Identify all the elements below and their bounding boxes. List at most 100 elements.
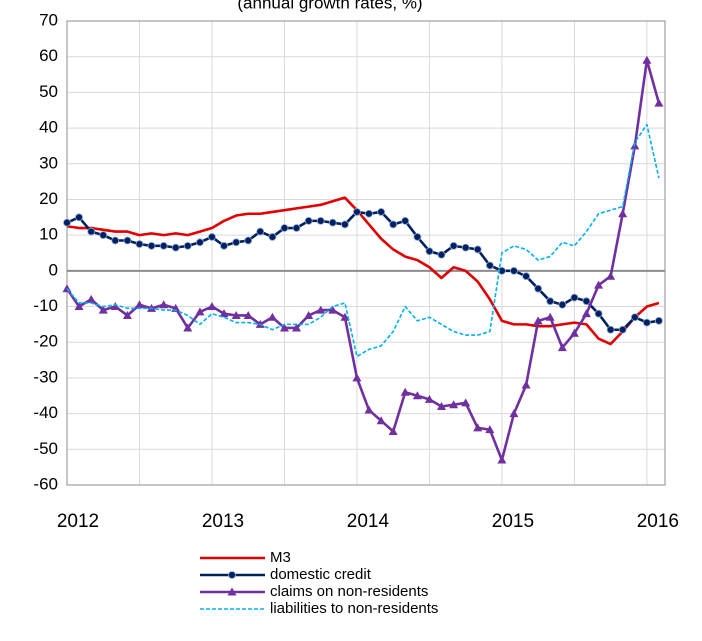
triangle-marker [110, 302, 120, 311]
circle-marker [522, 272, 531, 281]
circle-marker [111, 236, 120, 245]
triangle-marker [243, 310, 253, 319]
circle-marker [437, 250, 446, 259]
triangle-marker [86, 294, 96, 303]
triangle-marker [328, 305, 338, 314]
triangle-marker [436, 401, 446, 410]
circle-marker [135, 240, 144, 248]
circle-marker [208, 233, 216, 241]
triangle-marker [207, 302, 217, 311]
y-tick-label: -60 [33, 474, 58, 493]
triangle-marker [195, 307, 205, 316]
triangle-marker [497, 455, 507, 464]
circle-marker [401, 216, 410, 225]
y-tick-label: -30 [33, 367, 58, 386]
circle-marker [244, 236, 253, 245]
circle-marker [413, 233, 422, 241]
circle-marker [220, 241, 228, 250]
triangle-marker [219, 309, 229, 318]
circle-marker [292, 224, 301, 232]
circle-marker [75, 213, 83, 222]
triangle-marker [412, 391, 422, 400]
x-tick-label: 2012 [57, 511, 99, 532]
circle-marker [558, 300, 567, 309]
triangle-marker [62, 284, 72, 293]
legend-label: M3 [270, 549, 291, 566]
circle-marker [171, 243, 180, 252]
circle-marker [630, 313, 639, 322]
y-tick-label: -10 [33, 296, 58, 315]
triangle-marker [545, 312, 555, 321]
circle-marker [232, 238, 241, 247]
triangle-marker [159, 300, 169, 309]
chart-subtitle: (annual growth rates, %) [237, 0, 422, 12]
x-tick-label: 2014 [347, 511, 390, 532]
circle-marker [449, 241, 458, 250]
triangle-marker [485, 425, 495, 434]
triangle-marker [533, 316, 543, 325]
circle-marker [87, 227, 96, 236]
triangle-marker [316, 305, 326, 314]
y-tick-label: 0 [49, 260, 58, 279]
circle-marker [328, 218, 337, 227]
triangle-marker [569, 328, 579, 337]
circle-marker [606, 325, 615, 334]
triangle-marker [642, 55, 652, 64]
triangle-marker [364, 405, 374, 414]
triangle-marker [267, 312, 277, 321]
triangle-marker [291, 323, 301, 332]
triangle-marker [304, 310, 314, 319]
triangle-marker [388, 426, 398, 435]
x-tick-label: 2013 [202, 511, 244, 532]
circle-marker [268, 233, 277, 241]
series-line [65, 58, 661, 462]
circle-marker [196, 238, 204, 247]
circle-marker [256, 227, 265, 236]
y-tick-label: 30 [39, 153, 58, 172]
legend-label: domestic credit [270, 566, 372, 583]
y-tick-label: 50 [39, 82, 58, 101]
triangle-marker [581, 309, 591, 318]
circle-marker [582, 297, 591, 306]
y-tick-label: 10 [39, 225, 58, 244]
circle-marker [228, 571, 236, 579]
circle-marker [341, 220, 349, 229]
y-tick-label: 60 [39, 46, 58, 65]
circle-marker [425, 247, 434, 256]
triangle-marker [134, 300, 144, 309]
circle-marker [461, 243, 470, 252]
triangle-marker [449, 400, 459, 409]
triangle-marker [618, 209, 628, 218]
circle-marker [147, 241, 156, 250]
circle-marker [123, 236, 132, 245]
triangle-marker [279, 323, 289, 332]
triangle-marker [521, 380, 531, 389]
circle-marker [389, 220, 398, 229]
y-tick-label: 20 [39, 189, 58, 208]
y-tick-label: 70 [39, 10, 58, 29]
circle-marker [655, 316, 663, 325]
series-line [66, 196, 660, 346]
circle-marker [365, 209, 373, 218]
circle-marker [570, 293, 579, 302]
x-tick-label: 2015 [492, 511, 534, 532]
triangle-marker [606, 271, 616, 280]
circle-marker [534, 284, 543, 293]
triangle-marker [509, 409, 519, 418]
triangle-marker [227, 587, 237, 596]
triangle-marker [340, 312, 350, 321]
x-tick-label: 2016 [637, 511, 679, 532]
y-tick-label: -20 [33, 332, 58, 351]
series-line [66, 123, 660, 358]
circle-marker [63, 218, 71, 227]
triangle-marker [231, 310, 241, 319]
circle-marker [353, 208, 361, 216]
triangle-marker [122, 310, 132, 319]
legend-label: liabilities to non-residents [270, 600, 438, 617]
circle-marker [618, 325, 627, 334]
triangle-marker [98, 305, 108, 314]
triangle-marker [473, 423, 483, 432]
circle-marker [510, 266, 518, 275]
triangle-marker [424, 394, 434, 403]
